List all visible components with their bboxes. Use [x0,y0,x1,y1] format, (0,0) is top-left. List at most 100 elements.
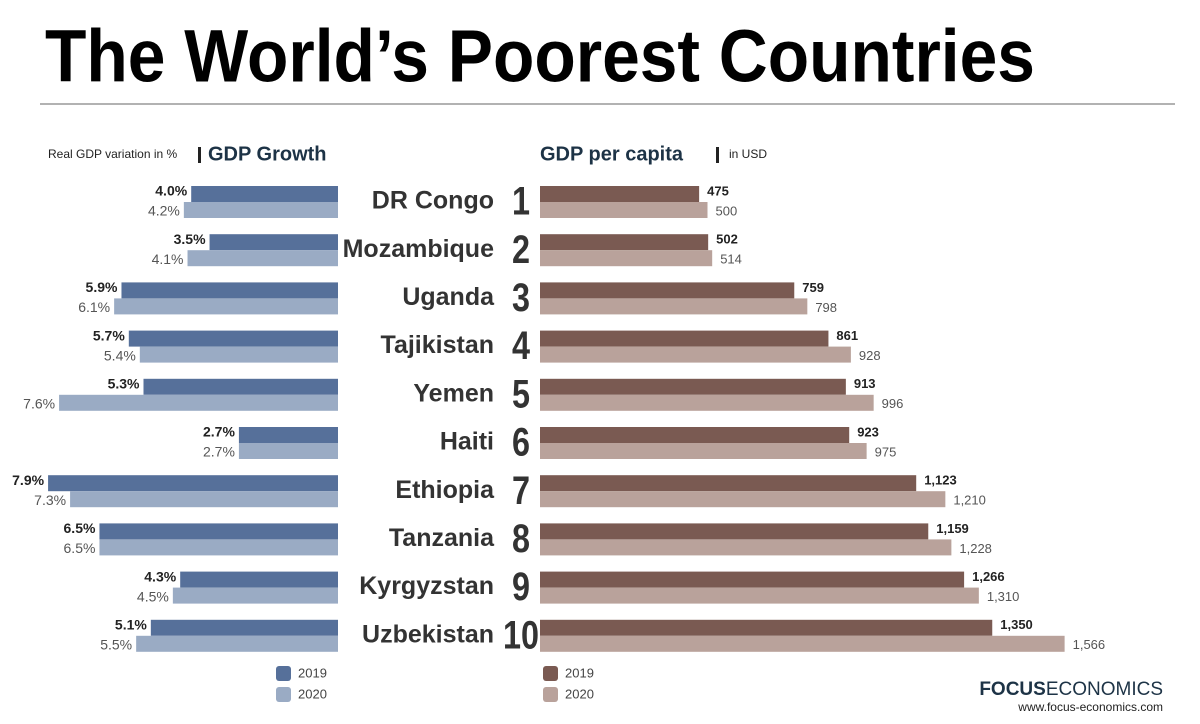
bar [540,635,1065,652]
value-label: 1,159 [936,521,969,536]
bar [540,523,929,540]
value-label: 1,123 [924,473,957,488]
rank-label: 3 [512,276,530,320]
value-label: 996 [882,396,904,411]
legend-label: 2019 [298,665,327,680]
bar [540,202,708,218]
value-label: 475 [707,183,729,198]
rank-label: 6 [512,421,530,465]
bar [540,427,850,443]
value-label: 5.9% [86,279,118,295]
bar [238,443,338,459]
value-label: 6.5% [64,540,96,556]
country-label: Haiti [440,428,494,456]
value-label: 4.1% [152,251,184,267]
bar [540,298,808,315]
country-label: Ethiopia [395,476,495,504]
left-title: GDP Growth [208,143,327,165]
bar [191,186,338,202]
value-label: 1,228 [959,541,992,556]
country-label: Uzbekistan [362,620,494,648]
rank-label: 9 [512,565,530,609]
bar [99,523,338,540]
bar [540,539,952,556]
bar [48,475,338,492]
bar [121,282,338,299]
bar [540,619,993,636]
country-label: Kyrgyzstan [359,572,494,600]
legend-label: 2019 [565,665,594,680]
bar [540,186,700,202]
legend-swatch [543,666,558,681]
legend-swatch [543,687,558,702]
bar [540,491,946,508]
rank-label: 1 [512,180,530,224]
divider [716,147,719,163]
legend-swatch [276,666,291,681]
bar [209,234,338,251]
value-label: 3.5% [174,231,206,247]
value-label: 1,266 [972,569,1005,584]
brand-bold: FOCUS [979,679,1046,700]
value-label: 913 [854,376,876,391]
bar [128,330,338,347]
value-label: 923 [857,424,879,439]
brand-rest: ECONOMICS [1046,679,1163,700]
legend-label: 2020 [565,686,594,701]
value-label: 4.3% [144,568,176,584]
value-label: 6.1% [78,299,110,315]
right-title: GDP per capita [540,143,684,165]
rank-label: 8 [512,517,530,561]
value-label: 861 [836,328,858,343]
left-axis-label: Real GDP variation in % [48,147,178,161]
value-label: 798 [815,300,837,315]
value-label: 928 [859,348,881,363]
value-label: 1,210 [953,493,986,508]
bar [540,330,829,347]
right-axis-label: in USD [729,147,767,161]
bar [70,491,338,508]
url: www.focus-economics.com [1017,700,1163,714]
value-label: 1,566 [1073,637,1106,652]
bar [59,394,339,411]
value-label: 500 [716,203,738,218]
value-label: 4.5% [137,588,169,604]
value-label: 759 [802,280,824,295]
value-label: 1,310 [987,589,1020,604]
rank-label: 10 [503,613,539,657]
value-label: 7.6% [23,396,55,412]
rank-label: 5 [512,372,530,416]
value-label: 2.7% [203,444,235,460]
brand: FOCUSECONOMICS [979,679,1163,700]
bar [99,539,338,556]
bar [540,571,965,588]
bar [150,619,338,636]
value-label: 4.2% [148,203,180,219]
bar [540,250,713,267]
value-label: 7.3% [34,492,66,508]
bar [180,571,338,588]
country-label: Uganda [402,283,495,311]
value-label: 5.7% [93,327,125,343]
country-label: Tanzania [389,524,495,552]
divider [198,147,201,163]
value-label: 514 [720,252,742,267]
value-label: 2.7% [203,424,235,440]
bar [183,202,338,218]
legend-swatch [276,687,291,702]
bar [136,635,338,652]
bar [139,346,338,363]
value-label: 7.9% [12,472,44,488]
value-label: 4.0% [155,183,187,199]
bar [238,427,338,443]
bar [172,587,338,604]
bar [540,443,867,459]
bar [540,346,851,363]
bar [187,250,338,267]
rank-label: 7 [512,469,530,513]
value-label: 5.3% [108,376,140,392]
country-label: Yemen [413,379,494,407]
bar [540,282,795,299]
value-label: 975 [875,444,897,459]
